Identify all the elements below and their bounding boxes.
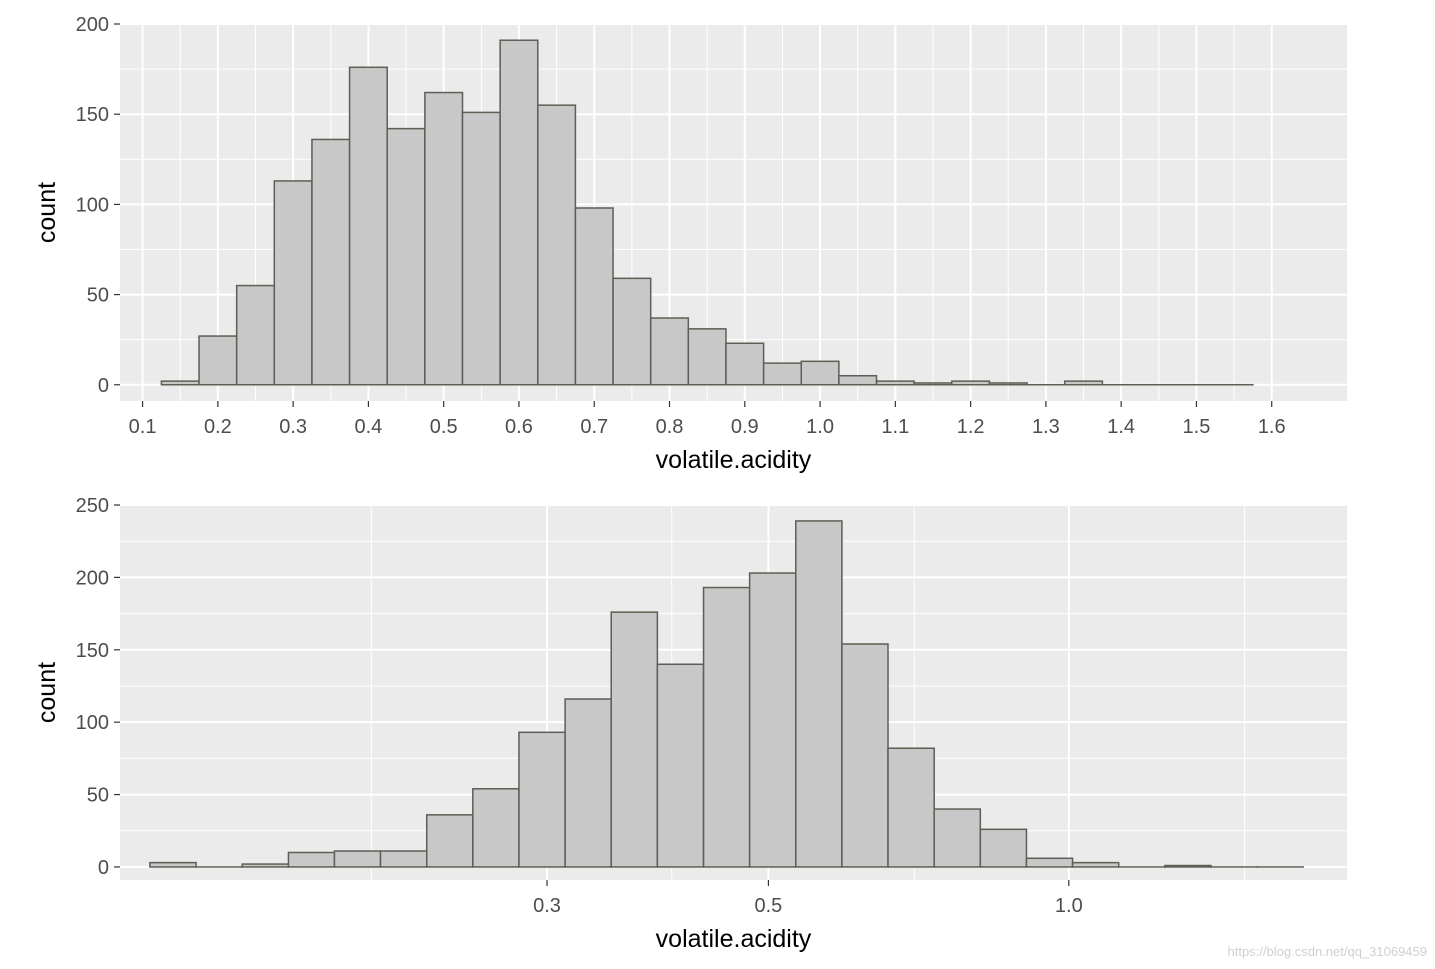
x-tick-label: 1.2	[957, 416, 985, 438]
histogram-bar	[333, 850, 382, 868]
histogram-bar	[988, 382, 1028, 386]
histogram-bar	[198, 335, 238, 386]
x-tick-label: 0.3	[279, 416, 307, 438]
histogram-bar	[1063, 380, 1104, 386]
histogram-bar	[1025, 857, 1074, 868]
x-tick-label: 1.4	[1107, 416, 1135, 438]
histogram-bar	[386, 127, 426, 386]
watermark-text: https://blog.csdn.net/qq_31069459	[1227, 944, 1428, 959]
y-tick-label: 0	[98, 857, 109, 879]
y-tick-label: 50	[87, 785, 109, 807]
x-tick-label: 1.3	[1032, 416, 1060, 438]
histogram-bar	[838, 374, 878, 386]
x-axis-title: volatile.acidity	[656, 446, 812, 474]
histogram-bar	[875, 380, 915, 386]
x-tick-label: 1.1	[881, 416, 909, 438]
histogram-bar	[472, 788, 520, 868]
histogram-bar	[311, 138, 351, 386]
histogram-bar	[273, 180, 313, 386]
y-tick-label: 150	[76, 104, 109, 126]
x-tick-label: 0.6	[505, 416, 533, 438]
histogram-bar	[149, 861, 197, 868]
histogram-bar	[564, 698, 612, 868]
histogram-bar	[537, 104, 577, 386]
histogram-bar	[887, 747, 935, 868]
x-tick-label: 0.3	[533, 895, 561, 917]
x-axis-title: volatile.acidity	[656, 925, 812, 953]
y-tick-label: 250	[76, 495, 109, 517]
x-tick-label: 1.5	[1183, 416, 1211, 438]
histogram-bar	[348, 66, 388, 386]
chart-panel-top: 0 50 100 150 200 0.1 0.2 0.3 0.4 0.5 0.6 0.7 0.8 0.9 1…	[33, 14, 1347, 474]
histogram-bar	[461, 111, 501, 386]
y-axis-title: count	[33, 182, 61, 243]
x-tick-label: 0.9	[731, 416, 759, 438]
histogram-bar	[241, 863, 290, 868]
histogram-bar	[762, 362, 802, 386]
y-tick-label: 50	[87, 285, 109, 307]
y-tick-label: 0	[98, 375, 109, 397]
histogram-bar	[235, 284, 276, 386]
x-tick-label: 0.5	[755, 895, 783, 917]
histogram-bar	[1164, 864, 1212, 868]
histogram-bar	[795, 520, 843, 868]
x-tick-label: 0.7	[580, 416, 608, 438]
y-tick-label: 200	[76, 567, 109, 589]
y-tick-label: 100	[76, 194, 109, 216]
x-tick-label: 0.2	[204, 416, 232, 438]
histogram-bar	[933, 808, 982, 868]
histogram-bar	[656, 663, 705, 868]
y-tick-label: 200	[76, 14, 109, 36]
histogram-bar	[979, 828, 1028, 868]
histogram-bar	[287, 851, 336, 868]
histogram-bar	[424, 91, 464, 386]
histogram-bar	[725, 342, 765, 386]
histogram-bar	[160, 380, 200, 386]
x-tick-label: 0.4	[355, 416, 383, 438]
histogram-bar	[702, 586, 751, 868]
histogram-bar	[687, 328, 727, 386]
histogram-bar	[379, 850, 428, 868]
histogram-bar	[499, 39, 539, 386]
histogram-bar	[913, 382, 953, 386]
chart-panel-bottom: 0 50 100 150 200 250 0.3 0.5 1.0 volatile.acidity…	[33, 495, 1347, 953]
x-tick-label: 0.5	[430, 416, 458, 438]
histogram-bar	[951, 380, 991, 386]
x-tick-label: 1.6	[1258, 416, 1286, 438]
x-tick-label: 0.8	[656, 416, 684, 438]
y-tick-label: 150	[76, 640, 109, 662]
x-tick-label: 0.1	[129, 416, 157, 438]
histogram-bar	[1071, 861, 1120, 868]
histogram-bar	[841, 643, 889, 868]
histogram-bar	[518, 731, 566, 868]
histogram-bar	[649, 317, 690, 386]
histogram-bar	[610, 611, 659, 868]
x-tick-label: 1.0	[806, 416, 834, 438]
histogram-bar	[800, 360, 840, 386]
y-tick-label: 100	[76, 712, 109, 734]
y-axis-title: count	[33, 662, 61, 723]
histogram-bar	[425, 814, 474, 868]
x-tick-label: 1.0	[1055, 895, 1083, 917]
histogram-bar	[574, 207, 614, 386]
histogram-bar	[748, 572, 797, 868]
histogram-bar	[612, 277, 652, 386]
